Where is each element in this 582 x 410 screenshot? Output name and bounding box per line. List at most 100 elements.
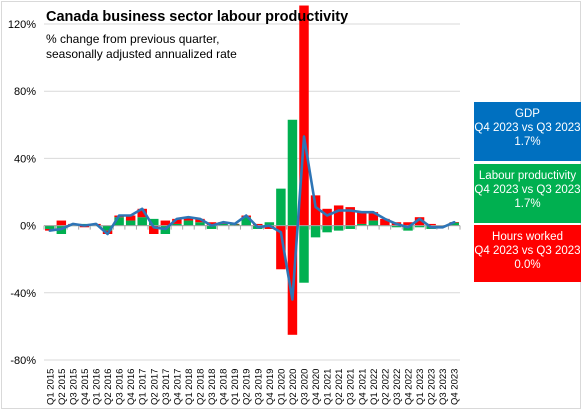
hours-worked-bar [125, 215, 136, 221]
labour-productivity-bar [45, 225, 55, 229]
hours-worked-bar [149, 225, 159, 234]
hours-worked-bar [183, 217, 194, 221]
hours-worked-bar [172, 218, 182, 224]
hours-worked-bar [357, 212, 367, 224]
labour-productivity-bar [264, 222, 275, 226]
x-tick-label: Q2 2015 [57, 369, 68, 405]
hours-worked-bar [264, 225, 275, 229]
x-tick-label: Q4 2018 [219, 369, 230, 405]
hours-worked-bar [160, 220, 171, 226]
x-tick-label: Q2 2016 [103, 369, 114, 405]
x-tick-label: Q4 2020 [311, 369, 322, 405]
hours-worked-bar [426, 223, 436, 226]
hours-worked-bar [310, 195, 321, 226]
x-tick-label: Q1 2020 [276, 369, 287, 405]
chart-subtitle: % change from previous quarter, seasonal… [46, 32, 237, 62]
x-tick-label: Q1 2015 [45, 369, 56, 405]
y-tick-label: 0% [20, 221, 36, 233]
x-tick-label: Q3 2017 [161, 369, 172, 405]
hours-worked-bar [195, 218, 205, 223]
x-tick-label: Q1 2019 [230, 369, 241, 405]
labour-productivity-bar [299, 225, 309, 283]
x-tick-label: Q4 2015 [80, 369, 91, 405]
labour-productivity-bar [276, 188, 286, 226]
legend-lp-period: Q4 2023 vs Q3 2023 [474, 184, 581, 196]
x-tick-label: Q1 2017 [138, 369, 149, 405]
x-tick-label: Q2 2017 [149, 369, 160, 405]
hours-worked-bar [56, 220, 67, 226]
labour-productivity-bar [357, 223, 367, 226]
hours-worked-bar [137, 208, 147, 218]
x-tick-label: Q3 2023 [438, 369, 449, 405]
labour-productivity-bar [241, 217, 251, 226]
x-tick-label: Q3 2022 [392, 369, 403, 405]
x-tick-label: Q1 2018 [184, 369, 195, 405]
hours-worked-bar [206, 222, 217, 226]
legend-hw-label: Hours worked [492, 231, 563, 243]
x-tick-label: Q1 2023 [415, 369, 426, 405]
hours-worked-bar [380, 218, 390, 226]
labour-productivity-bar [218, 223, 228, 226]
legend-hours-worked: Hours worked Q4 2023 vs Q3 2023 0.0% [474, 225, 581, 282]
x-tick-label: Q4 2021 [357, 369, 368, 405]
labour-productivity-bar [149, 218, 159, 226]
legend-gdp-period: Q4 2023 vs Q3 2023 [474, 122, 581, 134]
hours-worked-bar [253, 223, 263, 226]
legend-lp-value: 1.7% [514, 198, 541, 210]
x-tick-label: Q3 2015 [68, 369, 79, 405]
bars [45, 5, 459, 335]
labour-productivity-bar [414, 225, 425, 228]
subtitle-line: % change from previous quarter, [46, 32, 220, 46]
gridlines [44, 23, 460, 361]
hours-worked-bar [403, 222, 413, 226]
hours-worked-bar [276, 225, 286, 270]
hours-worked-bar [287, 225, 298, 335]
hours-worked-bar [345, 207, 355, 226]
x-tick-label: Q2 2023 [427, 369, 438, 405]
tick-labels: -80%-40%0%40%80%120%Q1 2015 Q2 2015 Q3 201… [8, 19, 461, 405]
labour-productivity-bar [449, 222, 459, 226]
gdp-line [48, 135, 456, 301]
y-tick-label: 80% [14, 86, 36, 98]
x-tick-label: Q4 2016 [126, 369, 137, 405]
x-tick-label: Q1 2016 [92, 369, 103, 405]
labour-productivity-bar [206, 225, 217, 229]
hours-worked-bar [322, 208, 332, 226]
y-tick-label: -80% [10, 355, 36, 367]
x-tick-label: Q1 2022 [369, 369, 380, 405]
labour-productivity-bar [114, 217, 124, 226]
labour-productivity-bar [172, 223, 182, 226]
legend-labour-productivity: Labour productivity Q4 2023 vs Q3 2023 1… [474, 164, 581, 223]
y-tick-label: 120% [8, 19, 36, 31]
labour-productivity-bar [183, 220, 194, 226]
legend-gdp: GDP Q4 2023 vs Q3 2023 1.7% [474, 102, 581, 161]
labour-productivity-bar [333, 225, 344, 231]
labour-productivity-bar [125, 220, 136, 226]
legend-lp-label: Labour productivity [478, 170, 577, 182]
labour-productivity-bar [345, 225, 355, 229]
legend-hw-value: 0.0% [514, 259, 541, 271]
hours-worked-bar [414, 217, 425, 226]
legend-hw-period: Q4 2023 vs Q3 2023 [474, 245, 581, 257]
labour-productivity-bar [137, 217, 147, 226]
x-tick-label: Q4 2023 [450, 369, 461, 405]
chart-title: Canada business sector labour productivi… [46, 9, 349, 25]
x-tick-label: Q2 2022 [380, 369, 391, 405]
labour-productivity-bar [368, 220, 379, 226]
labour-productivity-bar [287, 119, 298, 226]
x-tick-label: Q2 2019 [242, 369, 253, 405]
hours-worked-bar [299, 5, 309, 226]
x-tick-label: Q3 2019 [253, 369, 264, 405]
labour-productivity-bar [322, 225, 332, 233]
x-tick-label: Q3 2018 [207, 369, 218, 405]
subtitle-line: seasonally adjusted annualized rate [46, 47, 237, 61]
x-tick-label: Q2 2020 [288, 369, 299, 405]
labour-productivity-bar [391, 225, 402, 228]
x-tick-label: Q3 2020 [300, 369, 311, 405]
x-tick-label: Q2 2018 [196, 369, 207, 405]
legend-gdp-value: 1.7% [514, 136, 541, 148]
legend-gdp-label: GDP [515, 108, 540, 120]
x-tick-label: Q1 2021 [323, 369, 334, 405]
